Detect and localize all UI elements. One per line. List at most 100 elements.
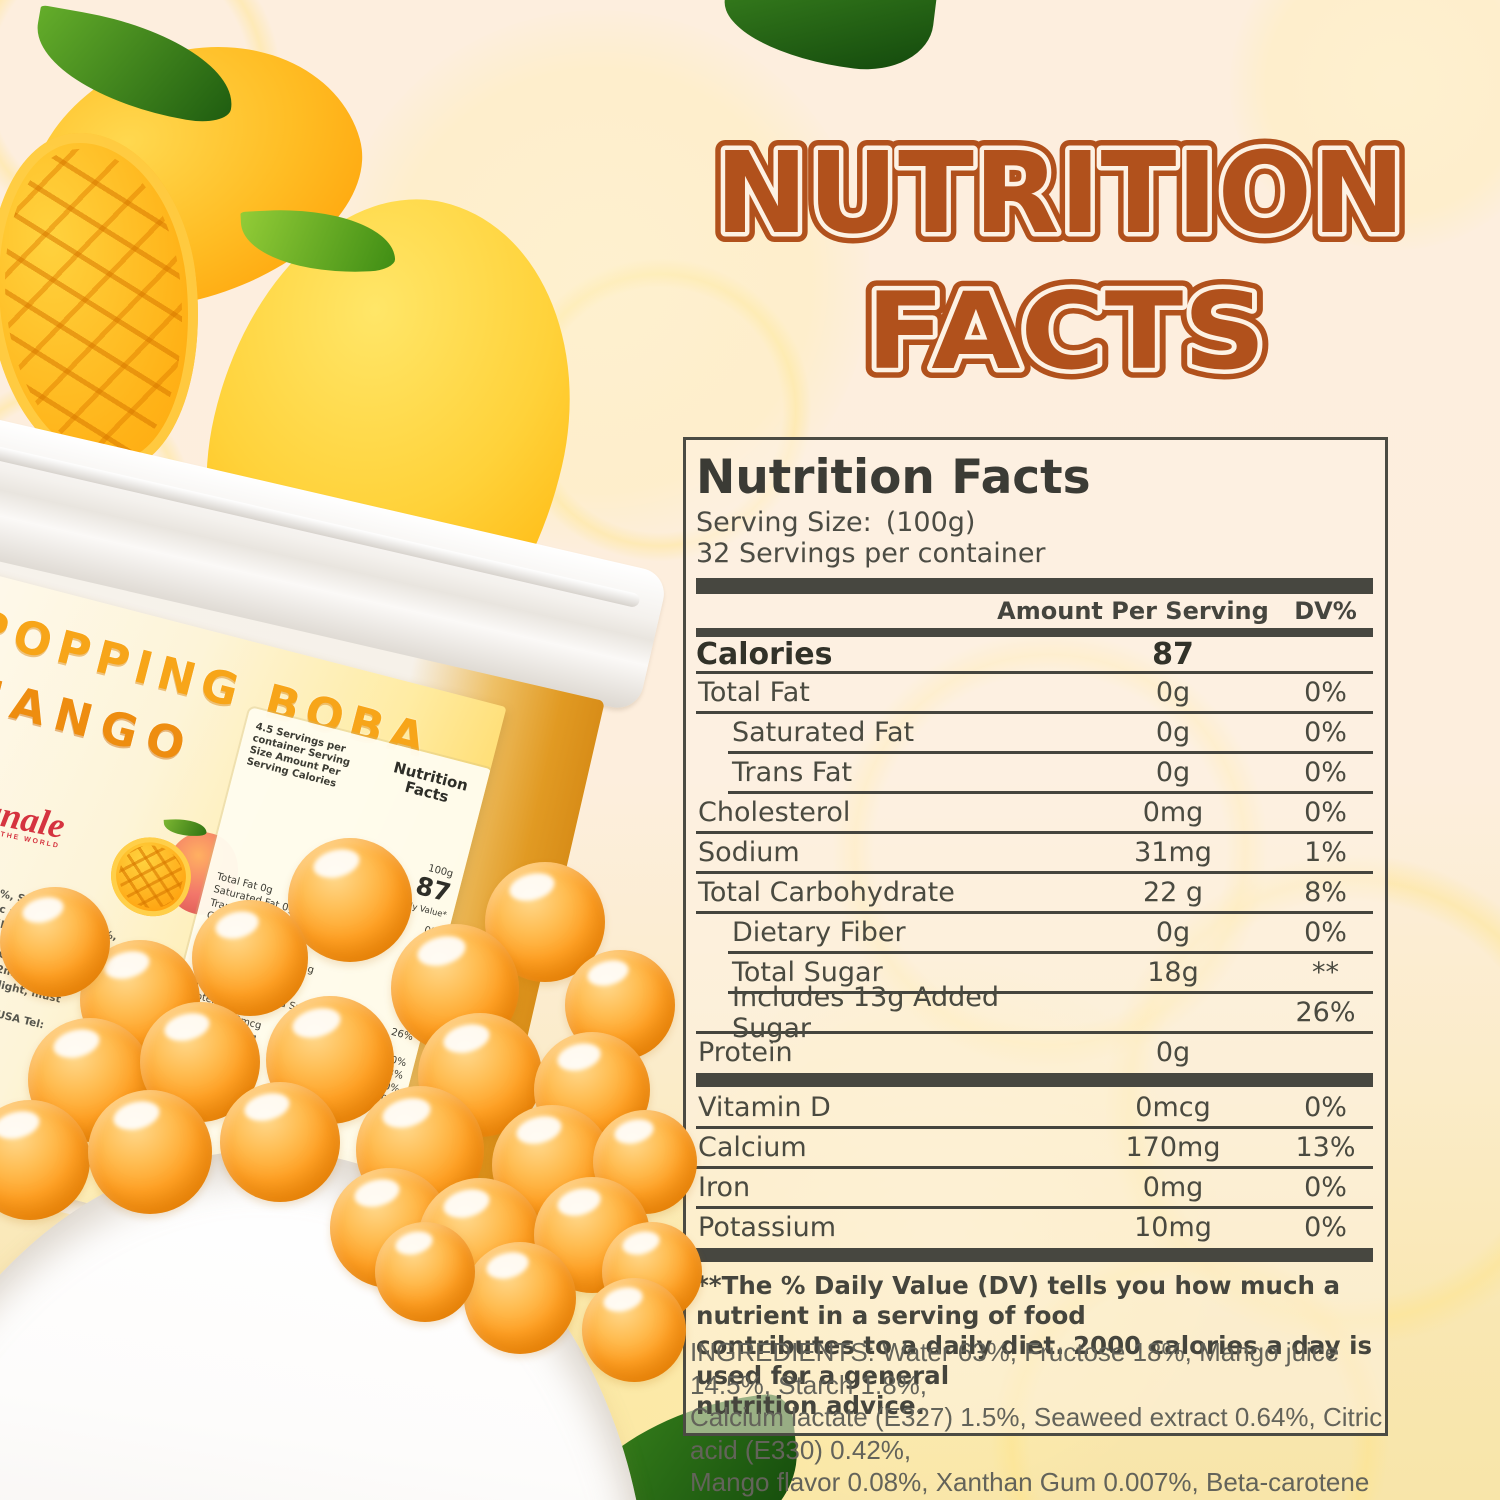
row-separator	[696, 1206, 1373, 1209]
nutrient-label: Iron	[698, 1172, 751, 1203]
nutrient-amount: 0g	[1155, 757, 1191, 788]
nutrient-amount: 0mg	[1142, 797, 1204, 828]
nutrient-label: Sodium	[698, 837, 800, 868]
column-header-row: Amount Per Serving DV%	[696, 594, 1373, 628]
row-separator	[728, 751, 1373, 754]
nutrient-row: Trans Fat 0g 0%	[696, 754, 1373, 791]
title-line1-outline: NUTRITION	[715, 129, 1405, 259]
brand-logo: FanaleFLAVOR THE WORLD	[0, 785, 69, 850]
boba-ball	[88, 1090, 212, 1214]
nutrient-label: Trans Fat	[732, 757, 853, 788]
nutrient-label: Vitamin D	[698, 1092, 831, 1123]
nutrient-label: Saturated Fat	[732, 717, 915, 748]
divider-bar	[696, 628, 1373, 637]
nutrient-amount: 0mg	[1142, 1172, 1204, 1203]
nutrient-amount: 0g	[1155, 917, 1191, 948]
nutrient-dv: 0%	[1304, 1172, 1347, 1203]
servings-per-container: 32 Servings per container	[696, 538, 1046, 569]
row-separator	[728, 951, 1373, 954]
row-separator	[728, 791, 1373, 794]
nutrient-dv: 13%	[1295, 1132, 1356, 1163]
nutrient-amount: 0g	[1155, 677, 1191, 708]
svg-text:NUTRITION: NUTRITION	[715, 129, 1405, 259]
divider-bar	[696, 578, 1373, 594]
nutrient-label: Potassium	[698, 1212, 837, 1243]
nutrient-dv: 26%	[1295, 997, 1356, 1028]
nutrient-row: Sodium 31mg 1%	[696, 834, 1373, 871]
nutrient-label: Protein	[698, 1037, 793, 1068]
boba-ball	[375, 1222, 475, 1322]
nutrient-amount: 0g	[1155, 1037, 1191, 1068]
nutrient-row: Vitamin D 0mcg 0%	[696, 1089, 1373, 1126]
nutrient-row: Protein 0g	[696, 1034, 1373, 1071]
dv-footnote: **The % Daily Value (DV) tells you how m…	[696, 1271, 1373, 1420]
row-separator	[696, 671, 1373, 674]
nutrient-amount: 31mg	[1134, 837, 1212, 868]
nutrient-row: Total Sugar 18g **	[696, 954, 1373, 991]
nutrient-dv: 0%	[1304, 1212, 1347, 1243]
serving-size-line: Serving Size: (100g)	[696, 507, 1373, 538]
nutrient-label: Total Sugar	[732, 957, 883, 988]
ingredients-text: INGREDIENTS: Water 63%, Fructose 18%, Ma…	[690, 1337, 1383, 1500]
nutrient-dv: 0%	[1304, 917, 1347, 948]
title-line2-outline: FACTS	[866, 270, 1266, 390]
nutrient-rows: Total Fat 0g 0% Saturated Fat 0g 0% Tran…	[696, 674, 1373, 1262]
nutrition-facts-panel: Nutrition Facts Serving Size: (100g) 32 S…	[683, 437, 1388, 1436]
page-title: NUTRITION NUTRITION NUTRITION FACTS FACT…	[705, 126, 1415, 390]
row-separator	[696, 911, 1373, 914]
nutrient-row: Includes 13g Added Sugar 26%	[696, 982, 1373, 1044]
row-separator	[728, 991, 1373, 994]
nutrient-label: Total Fat	[698, 677, 810, 708]
leaf-icon	[718, 0, 940, 78]
nutrient-label: Dietary Fiber	[732, 917, 906, 948]
calories-label: Calories	[696, 636, 833, 672]
mini-title: Nutrition Facts	[391, 758, 470, 807]
nutrient-row: Saturated Fat 0g 0%	[696, 714, 1373, 751]
nutrient-dv: 8%	[1304, 877, 1347, 908]
mini-servings: 4.5 Servings per container Serving Size …	[245, 721, 352, 790]
row-separator	[696, 1166, 1373, 1169]
nutrient-dv: 0%	[1304, 717, 1347, 748]
row-separator	[696, 1126, 1373, 1129]
calories-row: Calories 87	[696, 636, 1373, 672]
nutrient-label: Includes 13g Added Sugar	[732, 981, 1000, 1044]
svg-text:FACTS: FACTS	[866, 270, 1266, 390]
panel-title: Nutrition Facts	[696, 450, 1091, 505]
boba-ball	[464, 1242, 576, 1354]
boba-ball	[220, 1082, 340, 1202]
row-separator	[696, 871, 1373, 874]
nutrient-dv: 1%	[1304, 837, 1347, 868]
serving-size-label: Serving Size:	[696, 507, 872, 538]
nutrient-dv: **	[1312, 957, 1339, 988]
boba-ball	[582, 1278, 686, 1382]
boba-ball	[192, 900, 308, 1016]
nutrient-label: Cholesterol	[698, 797, 851, 828]
row-separator	[696, 1031, 1373, 1034]
nutrient-dv: 0%	[1304, 797, 1347, 828]
nutrient-row: Cholesterol 0mg 0%	[696, 794, 1373, 831]
row-separator	[696, 711, 1373, 714]
nutrient-amount: 170mg	[1125, 1132, 1221, 1163]
nutrient-row: Total Fat 0g 0%	[696, 674, 1373, 711]
nutrient-label: Calcium	[698, 1132, 807, 1163]
boba-ball	[0, 887, 110, 997]
calories-value: 87	[1152, 636, 1194, 672]
svg-text:FACTS: FACTS	[866, 270, 1266, 390]
row-separator	[696, 831, 1373, 834]
serving-size-value: (100g)	[885, 507, 976, 538]
nutrient-row: Calcium 170mg 13%	[696, 1129, 1373, 1166]
divider-bar	[696, 1248, 1373, 1262]
svg-text:NUTRITION: NUTRITION	[715, 129, 1405, 259]
nutrient-amount: 0mcg	[1135, 1092, 1211, 1123]
leaf-graphic	[163, 817, 207, 838]
nutrient-label: Total Carbohydrate	[698, 877, 955, 908]
dv-column-header: DV%	[1294, 597, 1357, 625]
nutrient-amount: 22 g	[1142, 877, 1204, 908]
nutrient-amount: 18g	[1147, 957, 1199, 988]
divider-bar	[696, 1073, 1373, 1087]
nutrient-row: Iron 0mg 0%	[696, 1169, 1373, 1206]
nutrient-amount: 10mg	[1134, 1212, 1212, 1243]
amount-column-header: Amount Per Serving	[997, 597, 1269, 625]
nutrient-row: Potassium 10mg 0%	[696, 1209, 1373, 1246]
